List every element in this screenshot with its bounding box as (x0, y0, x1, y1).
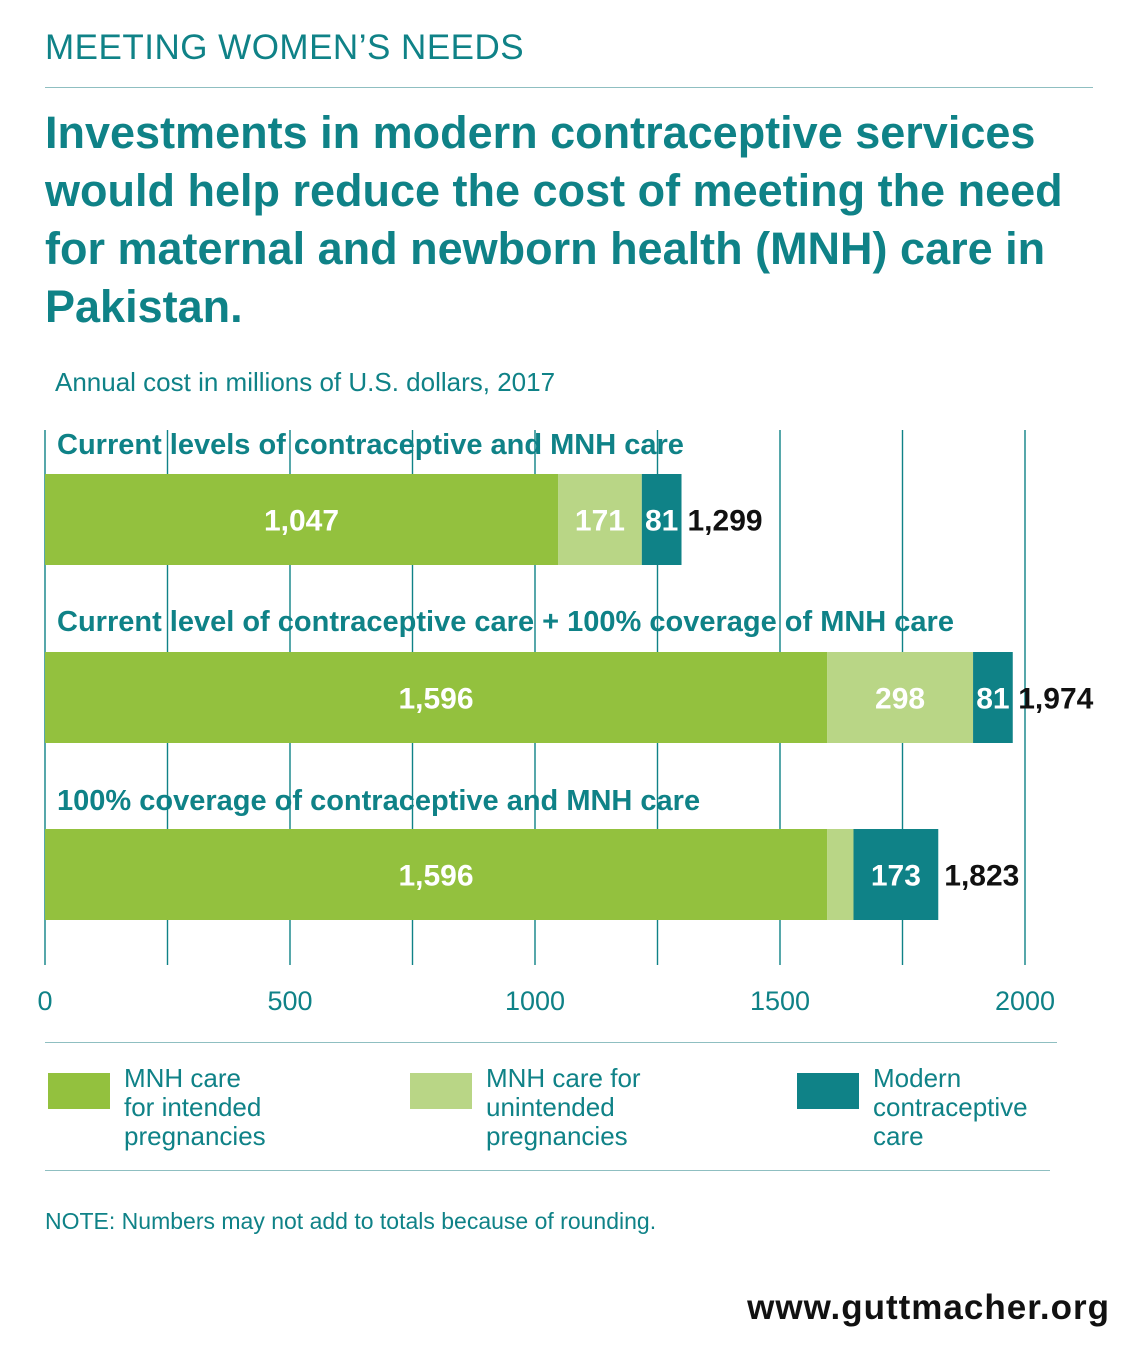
data-label-mnh-intended: 1,047 (264, 505, 339, 538)
data-label-mnh-unintended: 171 (575, 505, 625, 538)
data-label-contraceptive: 81 (645, 505, 678, 538)
x-tick-label: 1000 (505, 986, 565, 1016)
footnote: NOTE: Numbers may not add to totals beca… (45, 1208, 657, 1234)
bar-segment-mnh-intended (45, 474, 559, 565)
x-tick-label: 1500 (750, 986, 810, 1016)
total-label: 1,299 (688, 505, 763, 538)
category-label: Current level of contraceptive care + 10… (57, 606, 954, 638)
x-tick-label: 2000 (995, 986, 1055, 1016)
total-label: 1,974 (1018, 683, 1093, 716)
bar-segment-mnh-unintended (558, 474, 642, 565)
bar-segment-mnh-unintended (827, 829, 854, 920)
source-url: www.guttmacher.org (747, 1288, 1110, 1327)
category-label: Current levels of contraceptive and MNH … (57, 429, 684, 461)
legend-bottom-divider (45, 1170, 1050, 1171)
page-title: Investments in modern contraceptive serv… (45, 107, 1063, 332)
bar-segment-contraceptive (853, 829, 939, 920)
bar-segment-mnh-intended (45, 829, 828, 920)
legend-swatch-contraceptive (797, 1073, 859, 1109)
bar-segment-contraceptive (973, 652, 1013, 743)
chart-subtitle: Annual cost in millions of U.S. dollars,… (55, 367, 556, 397)
stacked-bar-chart: 0 500 1000 1500 2000 Current levels of contra… (37, 429, 1093, 1016)
data-label-mnh-unintended: 298 (875, 683, 925, 716)
kicker: MEETING WOMEN’S NEEDS (45, 28, 525, 67)
data-label-contraceptive: 173 (871, 860, 921, 893)
legend-top-divider (45, 1042, 1057, 1043)
bar-segment-mnh-unintended (827, 652, 974, 743)
category-label: 100% coverage of contraceptive and MNH c… (57, 785, 700, 817)
bar-segment-contraceptive (641, 474, 682, 565)
data-label-mnh-intended: 1,596 (398, 860, 473, 893)
legend-label-contraceptive: Modern contraceptive care (873, 1063, 1028, 1151)
data-label-contraceptive: 81 (976, 683, 1009, 716)
legend-swatch-mnh-unintended (410, 1073, 472, 1109)
header-divider (45, 87, 1093, 88)
legend-label-mnh-unintended: MNH care for unintended pregnancies (486, 1063, 641, 1151)
x-tick-label: 0 (37, 986, 52, 1016)
total-label: 1,823 (944, 860, 1019, 893)
legend-label-mnh-intended: MNH care for intended pregnancies (124, 1063, 266, 1151)
x-tick-label: 500 (267, 986, 312, 1016)
legend-swatch-mnh-intended (48, 1073, 110, 1109)
data-label-mnh-intended: 1,596 (398, 683, 473, 716)
bar-segment-mnh-intended (45, 652, 828, 743)
